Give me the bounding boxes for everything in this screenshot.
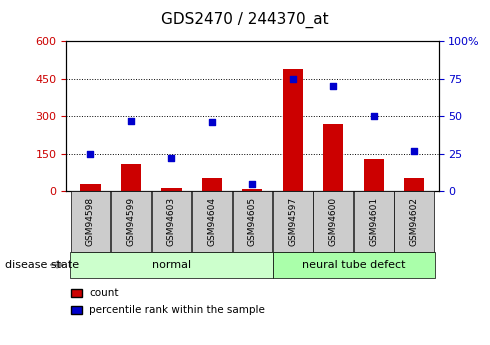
Bar (242, 189, 263, 191)
Point (410, 148, 418, 154)
Bar (323, 124, 343, 191)
Point (329, 83, 337, 89)
Point (127, 118, 135, 124)
Text: GSM94599: GSM94599 (126, 197, 135, 246)
Point (248, 181, 256, 187)
Bar (80, 184, 100, 191)
Text: percentile rank within the sample: percentile rank within the sample (89, 305, 265, 315)
Bar (404, 178, 424, 191)
Text: GSM94597: GSM94597 (288, 197, 297, 246)
Text: count: count (89, 288, 119, 298)
Text: GDS2470 / 244370_at: GDS2470 / 244370_at (161, 12, 329, 28)
Bar (364, 159, 384, 191)
Point (168, 156, 175, 161)
Bar (161, 188, 181, 191)
Text: GSM94601: GSM94601 (369, 197, 378, 246)
Text: GSM94603: GSM94603 (167, 197, 176, 246)
Text: normal: normal (152, 260, 191, 270)
Text: GSM94600: GSM94600 (329, 197, 338, 246)
Bar (283, 69, 303, 191)
Text: GSM94604: GSM94604 (207, 197, 217, 246)
Text: GSM94598: GSM94598 (86, 197, 95, 246)
Bar (121, 164, 141, 191)
Text: GSM94602: GSM94602 (410, 197, 419, 246)
Text: neural tube defect: neural tube defect (302, 260, 405, 270)
Text: disease state: disease state (5, 260, 79, 270)
Point (289, 76, 297, 82)
Point (87, 151, 95, 157)
Text: GSM94605: GSM94605 (248, 197, 257, 246)
Point (370, 114, 378, 119)
Point (208, 120, 216, 125)
Bar (202, 178, 222, 191)
